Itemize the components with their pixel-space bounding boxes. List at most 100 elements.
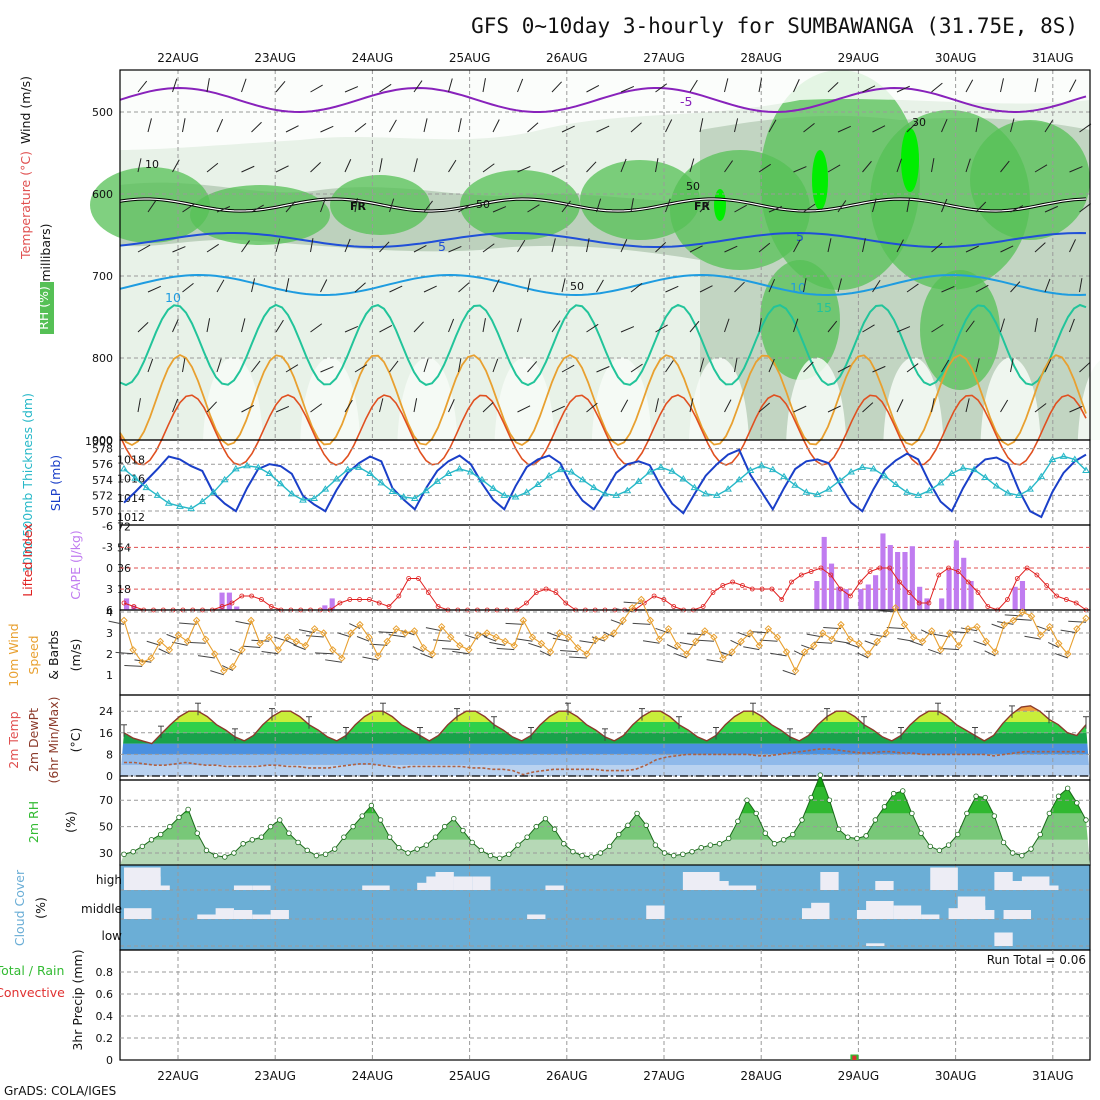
cape-bar (843, 589, 849, 610)
wind-barb (539, 650, 551, 657)
wind-barb (379, 83, 392, 93)
rh-legend-swatch (40, 282, 54, 334)
wind-barb (182, 203, 195, 213)
wind-barb (137, 398, 141, 413)
cape-bar (880, 533, 886, 610)
wind-marker (982, 637, 990, 646)
rh-marker (157, 831, 164, 838)
wind-barb (354, 122, 367, 133)
dry-pocket (300, 357, 361, 440)
wind-barb (1079, 123, 1092, 133)
wind-barb (216, 118, 224, 133)
rh-high-area (970, 120, 1090, 240)
wind-barb (452, 650, 469, 655)
wind-barb (655, 398, 659, 413)
wind-barb (1047, 641, 1059, 648)
wind-marker (419, 643, 428, 652)
li-marker (1024, 565, 1030, 571)
wind-barb (699, 201, 710, 213)
wind-barb (803, 203, 816, 213)
rh-marker (835, 826, 842, 832)
wind-barb (492, 279, 500, 293)
wind-barb (1013, 618, 1032, 621)
wind-marker (256, 639, 264, 648)
wind-marker (383, 637, 391, 646)
panel-frame (119, 439, 1091, 526)
wind-marker (138, 658, 146, 667)
wind-marker (1027, 612, 1036, 620)
li-marker (219, 604, 225, 609)
wind-barb (1010, 118, 1015, 133)
thickness-marker (578, 475, 587, 483)
wind-barb (827, 238, 832, 253)
wind-barb (527, 361, 538, 373)
wind-barb (950, 631, 969, 634)
wind-barb (344, 238, 351, 253)
rh-marker (487, 852, 494, 859)
thickness-marker (254, 463, 263, 470)
rh-marker (716, 841, 723, 847)
rh-marker (148, 837, 155, 843)
wind-barb (862, 85, 876, 93)
wind-barb (492, 206, 507, 213)
wind-barb (1034, 403, 1047, 413)
cape-bar (953, 540, 959, 610)
wind-barb (862, 238, 866, 253)
wind-marker (737, 637, 745, 646)
cape-bar (858, 589, 864, 610)
temp-tick: 0 (106, 770, 113, 783)
li-marker (779, 597, 785, 602)
wind-barb (337, 632, 352, 638)
cloud-fraction-bar (902, 905, 922, 919)
thickness-marker (880, 471, 889, 479)
wind-barb (758, 163, 771, 173)
wind-barb (216, 358, 222, 373)
wind-barb (413, 245, 427, 253)
thickness-marker (668, 467, 676, 474)
wind-barb (931, 158, 935, 173)
cape-bar (909, 546, 915, 610)
cloud-fraction-bar (948, 908, 967, 919)
rh-marker (625, 822, 631, 828)
cloud-fraction-bar (233, 910, 253, 919)
rh-marker (799, 817, 805, 823)
rh-marker (1028, 846, 1034, 852)
wind-barb (172, 78, 178, 93)
credit-label: GrADS: COLA/IGES (4, 1084, 116, 1098)
wind-barb (768, 278, 776, 293)
thickness-marker (746, 466, 755, 473)
li-marker (1005, 597, 1010, 602)
wind-panel: 1 2 3 4 10m Wind Speed & Barbs (m/s) (6, 595, 1091, 696)
thickness-marker (355, 463, 363, 470)
wind-barb (115, 651, 134, 655)
wind-barb (1004, 614, 1023, 617)
wind-barb (1069, 405, 1083, 413)
thickness-marker (489, 484, 498, 491)
cloud-fraction-bar (435, 872, 454, 890)
wind-barb (482, 318, 486, 333)
wind-barb (389, 285, 403, 293)
rh-marker (1074, 800, 1080, 806)
li-marker (769, 586, 775, 592)
isotherm-label: 5 (796, 229, 804, 244)
wind-barb (596, 366, 610, 373)
wind-barb (206, 401, 217, 413)
wind-barb (846, 642, 860, 648)
date-label-bottom: 26AUG (546, 1069, 588, 1083)
wind-barb (216, 279, 225, 293)
thickness-marker (780, 472, 788, 480)
cloud-fraction-bar (270, 910, 289, 919)
wind-marker (456, 641, 464, 650)
wind-barb (517, 78, 524, 93)
cape-bar (865, 584, 871, 610)
thickness-marker (959, 464, 967, 471)
cloud-fraction-bar (527, 914, 546, 919)
thickness-marker (176, 502, 184, 509)
rh-marker (753, 810, 759, 817)
li-marker (946, 565, 951, 571)
wind-barb (965, 79, 974, 93)
wind-barb (586, 161, 597, 173)
wind-marker (882, 629, 891, 637)
wind-barb (630, 363, 643, 373)
thickness-marker (153, 491, 162, 498)
